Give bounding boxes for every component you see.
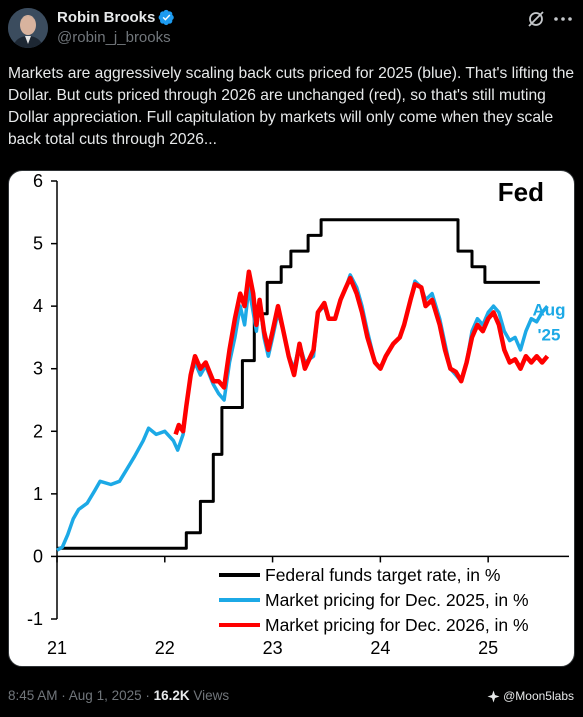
legend-label: Federal funds target rate, in % <box>265 565 500 585</box>
verified-badge-icon <box>158 9 175 26</box>
y-tick-label: 6 <box>33 171 43 191</box>
chart-annotation-month: Aug <box>532 300 565 319</box>
x-tick-label: 23 <box>263 638 283 658</box>
y-tick-label: -1 <box>27 609 43 629</box>
tweet-media-chart[interactable]: 6 5 4 3 2 1 0 -1 21 22 23 24 25 Fed Aug '25 Federal fund… <box>8 170 575 667</box>
legend-label: Market pricing for Dec. 2025, in % <box>265 590 529 610</box>
avatar[interactable] <box>8 8 48 48</box>
y-tick-label: 3 <box>33 359 43 379</box>
series-line <box>57 218 540 550</box>
x-tick-label: 21 <box>47 638 67 658</box>
chart-annotation-year: '25 <box>538 325 561 344</box>
tweet-text: Markets are aggressively scaling back cu… <box>8 65 575 148</box>
author-display-name[interactable]: Robin Brooks <box>57 9 156 26</box>
series-line <box>56 273 549 552</box>
tweet-time[interactable]: 8:45 AM <box>8 688 58 703</box>
series-line <box>173 269 550 436</box>
y-tick-label: 4 <box>33 296 43 316</box>
y-tick-label: 0 <box>33 546 43 566</box>
author-name-row: Robin Brooks <box>57 9 175 26</box>
meta-separator: · <box>57 688 69 703</box>
x-tick-label: 24 <box>370 638 390 658</box>
moon5labs-logo-icon <box>487 690 500 702</box>
grok-icon[interactable] <box>526 9 546 29</box>
y-tick-label: 1 <box>33 484 43 504</box>
y-tick-label: 5 <box>33 234 43 254</box>
tweet-meta: 8:45 AM · Aug 1, 2025 · 16.2K Views <box>8 688 229 703</box>
more-options-icon[interactable] <box>552 9 574 29</box>
author-handle[interactable]: @robin_j_brooks <box>57 29 171 46</box>
meta-separator: · <box>141 688 154 703</box>
chart-title: Fed <box>498 177 544 207</box>
x-tick-label: 22 <box>155 638 175 658</box>
watermark-text: @Moon5labs <box>503 689 574 703</box>
y-tick-label: 2 <box>33 421 43 441</box>
watermark: @Moon5labs <box>487 689 574 703</box>
tweet-date[interactable]: Aug 1, 2025 <box>68 688 142 703</box>
legend-label: Market pricing for Dec. 2026, in % <box>265 615 529 635</box>
x-tick-label: 25 <box>478 638 498 658</box>
views-label: Views <box>189 688 230 703</box>
views-count: 16.2K <box>153 688 190 703</box>
